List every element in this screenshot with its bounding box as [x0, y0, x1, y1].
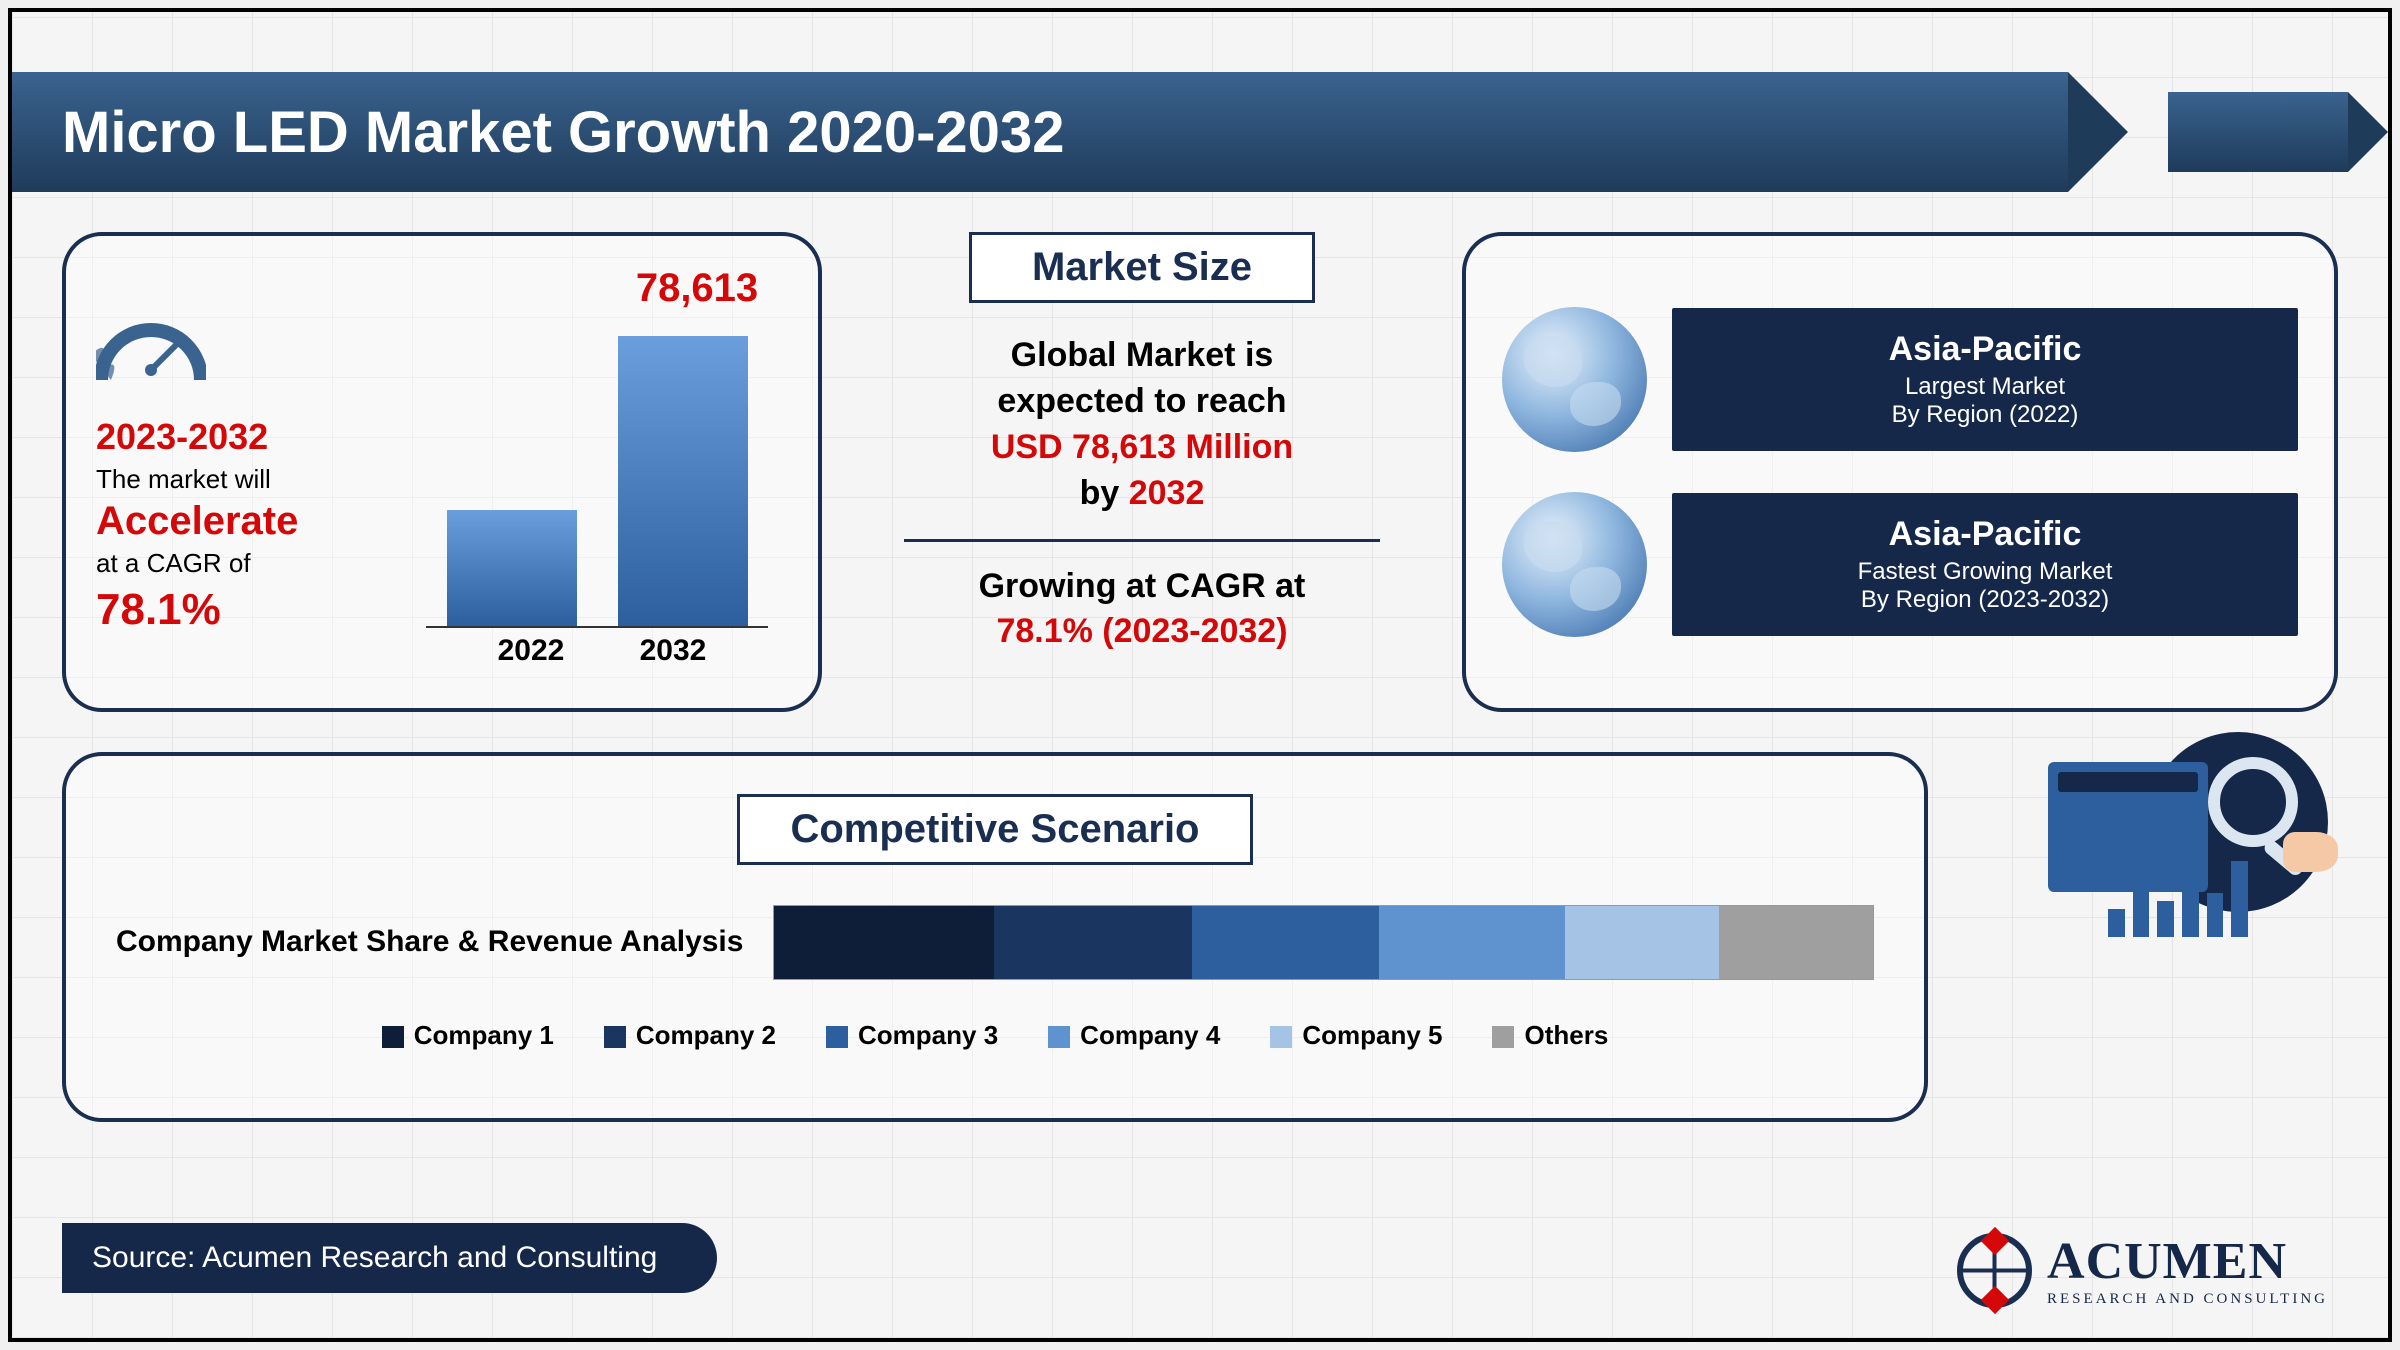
competitive-panel: Competitive Scenario Company Market Shar…: [62, 752, 1928, 1122]
legend-swatch: [1492, 1026, 1514, 1048]
ms-by-year: 2032: [1129, 474, 1205, 512]
region-2-name: Asia-Pacific: [1702, 515, 2268, 554]
speedometer-icon: [96, 310, 406, 401]
legend-item: Company 2: [604, 1020, 776, 1051]
globe-icon: [1502, 307, 1647, 452]
acumen-logo: ACUMEN RESEARCH AND CONSULTING: [1957, 1232, 2328, 1308]
ms-line-1: Global Market is: [991, 333, 1293, 379]
region-1-name: Asia-Pacific: [1702, 330, 2268, 369]
mini-bar-chart: 78,613 2022 2032: [406, 266, 788, 678]
bar: [618, 336, 748, 626]
title-banner: Micro LED Market Growth 2020-2032: [12, 72, 2388, 192]
analytics-illustration-icon: [2048, 732, 2328, 932]
divider: [904, 539, 1380, 542]
region-item-1: Asia-Pacific Largest Market By Region (2…: [1502, 307, 2298, 452]
ms-value: USD 78,613 Million: [991, 428, 1293, 466]
globe-icon: [1502, 492, 1647, 637]
ms-cagr-2: 78.1% (2023-2032): [996, 612, 1287, 650]
regions-panel: Asia-Pacific Largest Market By Region (2…: [1462, 232, 2338, 712]
logo-name: ACUMEN: [2047, 1232, 2328, 1291]
stacked-bar-chart: [773, 905, 1874, 980]
cagr-text-2: at a CAGR of: [96, 548, 406, 579]
banner-arrow-icon: [2168, 92, 2348, 172]
legend-item: Company 1: [382, 1020, 554, 1051]
legend-swatch: [1270, 1026, 1292, 1048]
logo-subtitle: RESEARCH AND CONSULTING: [2047, 1291, 2328, 1308]
bar-year-2: 2032: [603, 634, 743, 668]
region-2-desc2: By Region (2023-2032): [1702, 586, 2268, 614]
market-size-panel: Market Size Global Market is expected to…: [852, 232, 1432, 712]
legend-item: Company 5: [1270, 1020, 1442, 1051]
source-label: Source: Acumen Research and Consulting: [62, 1223, 717, 1293]
bar: [447, 510, 577, 626]
bar-segment: [774, 906, 994, 979]
bar-segment: [1192, 906, 1379, 979]
bar-year-1: 2022: [461, 634, 601, 668]
bar-segment: [994, 906, 1192, 979]
legend-item: Company 4: [1048, 1020, 1220, 1051]
legend-swatch: [604, 1026, 626, 1048]
region-1-desc1: Largest Market: [1702, 373, 2268, 401]
legend-item: Company 3: [826, 1020, 998, 1051]
region-1-desc2: By Region (2022): [1702, 401, 2268, 429]
competitive-title: Competitive Scenario: [737, 794, 1252, 865]
legend: Company 1 Company 2 Company 3 Company 4 Comp…: [382, 1020, 1609, 1051]
page-title: Micro LED Market Growth 2020-2032: [62, 99, 1064, 166]
ms-line-2: expected to reach: [991, 379, 1293, 425]
bar-segment: [1379, 906, 1566, 979]
bar-segment: [1565, 906, 1719, 979]
competitive-label: Company Market Share & Revenue Analysis: [116, 925, 743, 959]
legend-item: Others: [1492, 1020, 1608, 1051]
cagr-text-1: The market will: [96, 464, 406, 495]
legend-swatch: [826, 1026, 848, 1048]
cagr-period: 2023-2032: [96, 416, 406, 458]
acumen-globe-icon: [1957, 1233, 2032, 1308]
region-2-desc1: Fastest Growing Market: [1702, 558, 2268, 586]
market-size-title: Market Size: [969, 232, 1315, 303]
region-item-2: Asia-Pacific Fastest Growing Market By R…: [1502, 492, 2298, 637]
legend-swatch: [1048, 1026, 1070, 1048]
cagr-accelerate: Accelerate: [96, 499, 406, 544]
cagr-value: 78.1%: [96, 585, 406, 635]
bar-segment: [1719, 906, 1873, 979]
ms-cagr-1: Growing at CAGR at: [979, 564, 1306, 610]
ms-by-prefix: by: [1080, 474, 1129, 512]
cagr-panel: 2023-2032 The market will Accelerate at …: [62, 232, 822, 712]
legend-swatch: [382, 1026, 404, 1048]
bar-top-label: 78,613: [606, 266, 788, 311]
